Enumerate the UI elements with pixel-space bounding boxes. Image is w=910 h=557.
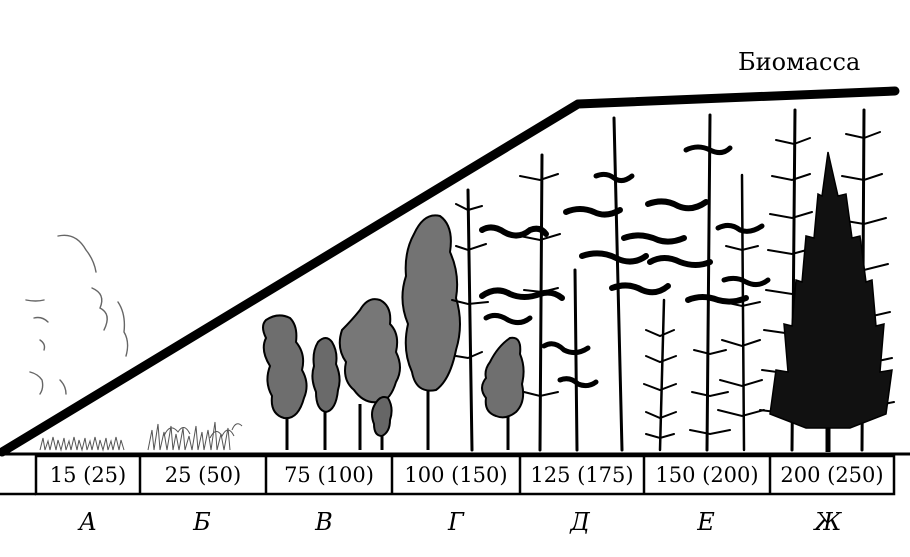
grass-cover xyxy=(39,421,243,452)
stage-zh-letter: Ж xyxy=(814,508,842,536)
stages-table xyxy=(0,452,910,496)
spruce-tree xyxy=(769,151,893,452)
stage-e-years: 150 (200) xyxy=(655,463,759,487)
stage-d-years: 125 (175) xyxy=(530,463,634,487)
biomass-label: Биомасса xyxy=(738,48,861,76)
stage-e-letter: Е xyxy=(697,508,715,536)
deciduous-trees-stage-g xyxy=(401,214,525,450)
deciduous-trees-stage-b xyxy=(262,298,401,450)
stage-d-letter: Д xyxy=(570,508,590,536)
stage-a-letter: А xyxy=(78,508,98,536)
stage-b-letter: Б xyxy=(193,508,211,536)
stage-v-years: 75 (100) xyxy=(284,463,374,487)
biomass-curve xyxy=(0,86,900,457)
stage-a-vegetation xyxy=(25,234,129,395)
stage-zh-years: 200 (250) xyxy=(780,463,884,487)
stage-v-letter: В xyxy=(315,508,333,536)
stage-b-years: 25 (50) xyxy=(164,463,242,487)
stage-a-years: 15 (25) xyxy=(49,463,127,487)
stage-g-years: 100 (150) xyxy=(404,463,508,487)
stage-g-letter: Г xyxy=(448,508,464,536)
